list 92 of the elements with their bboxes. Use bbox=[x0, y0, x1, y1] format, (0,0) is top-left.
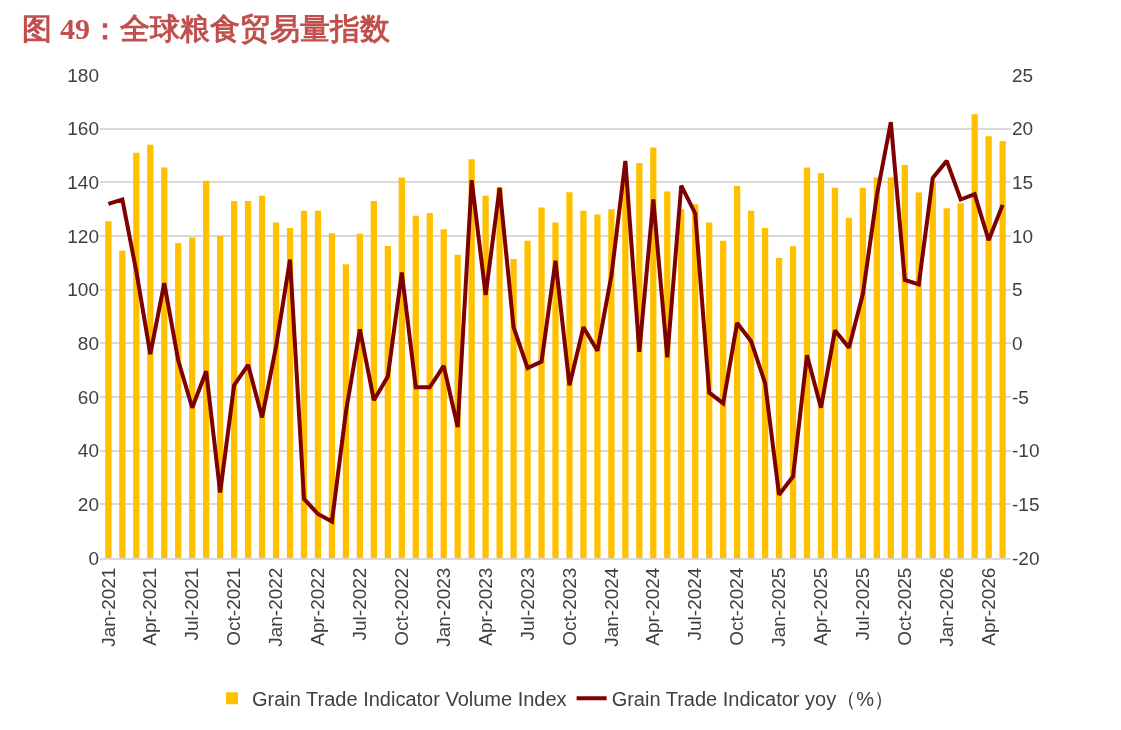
x-tick-label: Oct-2024 bbox=[726, 567, 748, 646]
bar bbox=[496, 187, 503, 558]
bar bbox=[258, 195, 266, 558]
bar bbox=[915, 192, 922, 558]
bar bbox=[412, 215, 419, 558]
legend-label: Grain Trade Indicator Volume Index bbox=[252, 688, 567, 711]
line-series bbox=[106, 120, 1005, 524]
y-tick-label: 0 bbox=[88, 547, 99, 569]
y-tick-label: 160 bbox=[67, 118, 99, 140]
bar bbox=[566, 192, 573, 558]
y-tick-label: 180 bbox=[67, 64, 99, 86]
bar bbox=[147, 144, 154, 558]
bar bbox=[999, 141, 1006, 558]
y-tick-label: 60 bbox=[77, 386, 99, 408]
x-tick-label: Jul-2023 bbox=[516, 567, 538, 641]
bar bbox=[678, 209, 685, 558]
legend-label: Grain Trade Indicator yoy（%） bbox=[611, 688, 894, 711]
bar bbox=[328, 233, 336, 558]
bar bbox=[831, 187, 839, 558]
x-tick-label: Apr-2021 bbox=[139, 567, 161, 646]
x-tick-label: Oct-2023 bbox=[558, 567, 580, 646]
x-tick-label: Oct-2025 bbox=[893, 567, 915, 646]
bar bbox=[594, 214, 601, 558]
bar bbox=[230, 201, 238, 558]
x-tick-label: Jul-2021 bbox=[181, 567, 203, 641]
y2-tick-label: 0 bbox=[1012, 332, 1023, 354]
bar bbox=[482, 195, 489, 558]
y-tick-label: 140 bbox=[67, 171, 99, 193]
x-tick-label: Jan-2022 bbox=[265, 567, 287, 647]
bar bbox=[510, 259, 517, 558]
x-tick-label: Apr-2023 bbox=[474, 567, 496, 646]
bar bbox=[538, 207, 545, 558]
y2-tick-label: -5 bbox=[1012, 386, 1029, 408]
bar bbox=[943, 208, 950, 558]
y2-tick-label: 10 bbox=[1012, 225, 1034, 247]
y2-tick-label: 15 bbox=[1012, 171, 1034, 193]
bar bbox=[161, 167, 168, 558]
y2-tick-label: -15 bbox=[1012, 493, 1040, 515]
y-tick-label: 40 bbox=[77, 440, 99, 462]
bar bbox=[119, 250, 126, 558]
bar bbox=[985, 136, 992, 558]
chart-title: 图 49：全球粮食贸易量指数 bbox=[22, 12, 391, 46]
bar bbox=[971, 114, 978, 558]
x-tick-label: Jul-2025 bbox=[852, 567, 874, 641]
y2-tick-label: -10 bbox=[1012, 440, 1040, 462]
bar bbox=[803, 167, 811, 558]
bar bbox=[552, 222, 559, 558]
bar bbox=[356, 233, 364, 558]
x-tick-label: Apr-2026 bbox=[977, 567, 999, 646]
y2-tick-label: 5 bbox=[1012, 279, 1023, 301]
bar bbox=[775, 258, 783, 558]
bar bbox=[845, 217, 853, 558]
bar bbox=[734, 186, 741, 558]
bar bbox=[105, 221, 112, 558]
bar bbox=[244, 201, 252, 558]
x-tick-label: Apr-2022 bbox=[307, 567, 329, 646]
bar bbox=[314, 210, 322, 558]
bar bbox=[929, 182, 936, 558]
y-tick-label: 80 bbox=[77, 332, 99, 354]
y2-tick-label: 25 bbox=[1012, 64, 1034, 86]
y-tick-label: 120 bbox=[67, 225, 99, 247]
y-tick-label: 100 bbox=[67, 279, 99, 301]
x-tick-label: Jan-2025 bbox=[768, 567, 790, 647]
x-tick-label: Oct-2022 bbox=[390, 567, 412, 646]
x-tick-label: Jul-2022 bbox=[349, 567, 371, 641]
bar bbox=[817, 172, 825, 558]
bar bbox=[747, 210, 755, 558]
x-tick-label: Jan-2023 bbox=[432, 567, 454, 647]
bar bbox=[957, 203, 964, 558]
bar bbox=[426, 212, 433, 558]
y2-tick-label: -20 bbox=[1012, 547, 1040, 569]
bar bbox=[133, 152, 140, 558]
x-tick-label: Jul-2024 bbox=[684, 567, 706, 641]
x-tick-label: Oct-2021 bbox=[223, 567, 245, 646]
x-tick-label: Jan-2024 bbox=[600, 567, 622, 647]
bar bbox=[189, 237, 196, 558]
bar bbox=[608, 209, 615, 558]
bar bbox=[370, 201, 377, 558]
bar bbox=[887, 177, 894, 558]
x-tick-label: Apr-2024 bbox=[642, 567, 664, 646]
x-tick-label: Apr-2025 bbox=[810, 567, 832, 646]
x-tick-label: Jan-2021 bbox=[97, 567, 119, 647]
bar bbox=[524, 240, 531, 558]
bar bbox=[580, 210, 587, 558]
y-tick-label: 20 bbox=[77, 493, 99, 515]
bar bbox=[440, 229, 447, 558]
x-tick-label: Jan-2026 bbox=[935, 567, 957, 647]
y2-tick-label: 20 bbox=[1012, 118, 1034, 140]
bar bbox=[720, 240, 727, 558]
bar bbox=[175, 242, 182, 558]
bar bbox=[203, 180, 210, 558]
bar bbox=[901, 164, 908, 558]
